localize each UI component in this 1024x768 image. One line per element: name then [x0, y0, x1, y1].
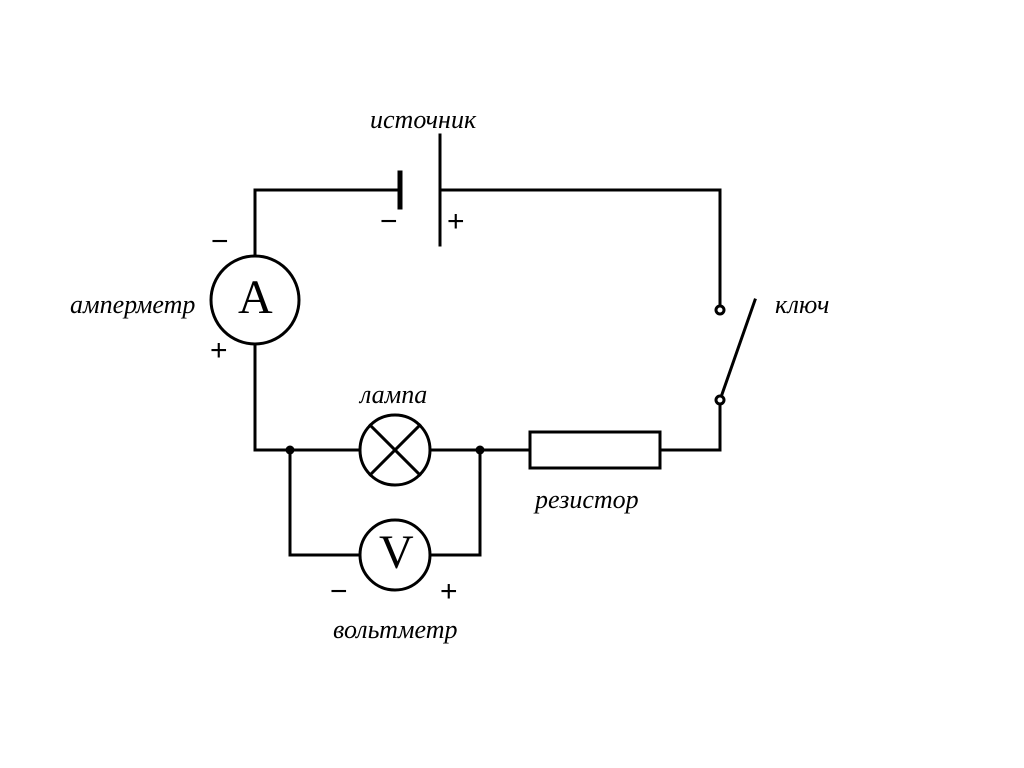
- ammeter-label: амперметр: [70, 290, 195, 320]
- ammeter-minus-icon: −: [211, 225, 229, 259]
- voltmeter-plus-icon: +: [440, 575, 458, 609]
- voltmeter-minus-icon: −: [330, 575, 348, 609]
- lamp-label: лампа: [360, 380, 427, 410]
- battery-plus-icon: +: [447, 205, 465, 239]
- battery-minus-icon: −: [380, 205, 398, 239]
- voltmeter-label: вольтметр: [333, 615, 457, 645]
- ammeter-symbol: A: [238, 270, 273, 325]
- circuit-diagram: [0, 0, 1024, 768]
- switch-label: ключ: [775, 290, 829, 320]
- voltmeter-symbol: V: [379, 525, 414, 580]
- ammeter-plus-icon: +: [210, 334, 228, 368]
- source-label: источник: [370, 105, 476, 135]
- resistor-label: резистор: [535, 485, 639, 515]
